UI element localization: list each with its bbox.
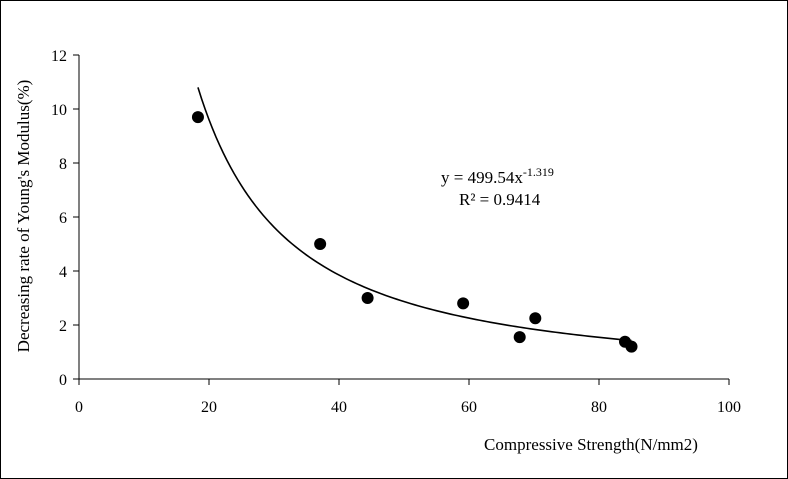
y-tick-label: 12: [51, 48, 67, 65]
y-tick-label: 0: [59, 372, 67, 389]
y-axis-ticks: 0 2 4 6 8 10 12: [51, 48, 79, 389]
y-tick-label: 6: [59, 210, 67, 227]
data-point: [191, 111, 204, 124]
trendline: [197, 87, 632, 342]
data-point: [361, 292, 374, 304]
data-points: [191, 111, 638, 353]
y-tick-label: 2: [59, 318, 67, 335]
x-tick-label: 40: [331, 399, 347, 416]
x-tick-label: 60: [461, 399, 477, 416]
y-tick-label: 4: [59, 264, 67, 281]
x-tick-label: 80: [591, 399, 607, 416]
equation-exponent: -1.319: [523, 165, 554, 179]
trendline-equation: y = 499.54x-1.319: [441, 165, 554, 187]
x-axis-ticks: 0 20 40 60 80 100: [75, 379, 741, 416]
y-tick-label: 10: [51, 102, 67, 119]
x-tick-label: 100: [717, 399, 741, 416]
x-axis-title: Compressive Strength(N/mm2): [484, 435, 698, 454]
x-tick-label: 20: [201, 399, 217, 416]
equation-base: y = 499.54x: [441, 168, 523, 187]
y-tick-label: 8: [59, 156, 67, 173]
y-axis-title: Decreasing rate of Young's Modulus(%): [14, 80, 33, 353]
data-point: [314, 238, 327, 250]
data-point: [529, 312, 542, 325]
data-point: [457, 297, 470, 310]
data-point: [513, 331, 526, 344]
r-squared-label: R² = 0.9414: [459, 190, 541, 209]
x-tick-label: 0: [75, 399, 83, 416]
axes: [78, 55, 729, 380]
trendline-group: [197, 87, 632, 342]
data-point: [625, 340, 638, 353]
